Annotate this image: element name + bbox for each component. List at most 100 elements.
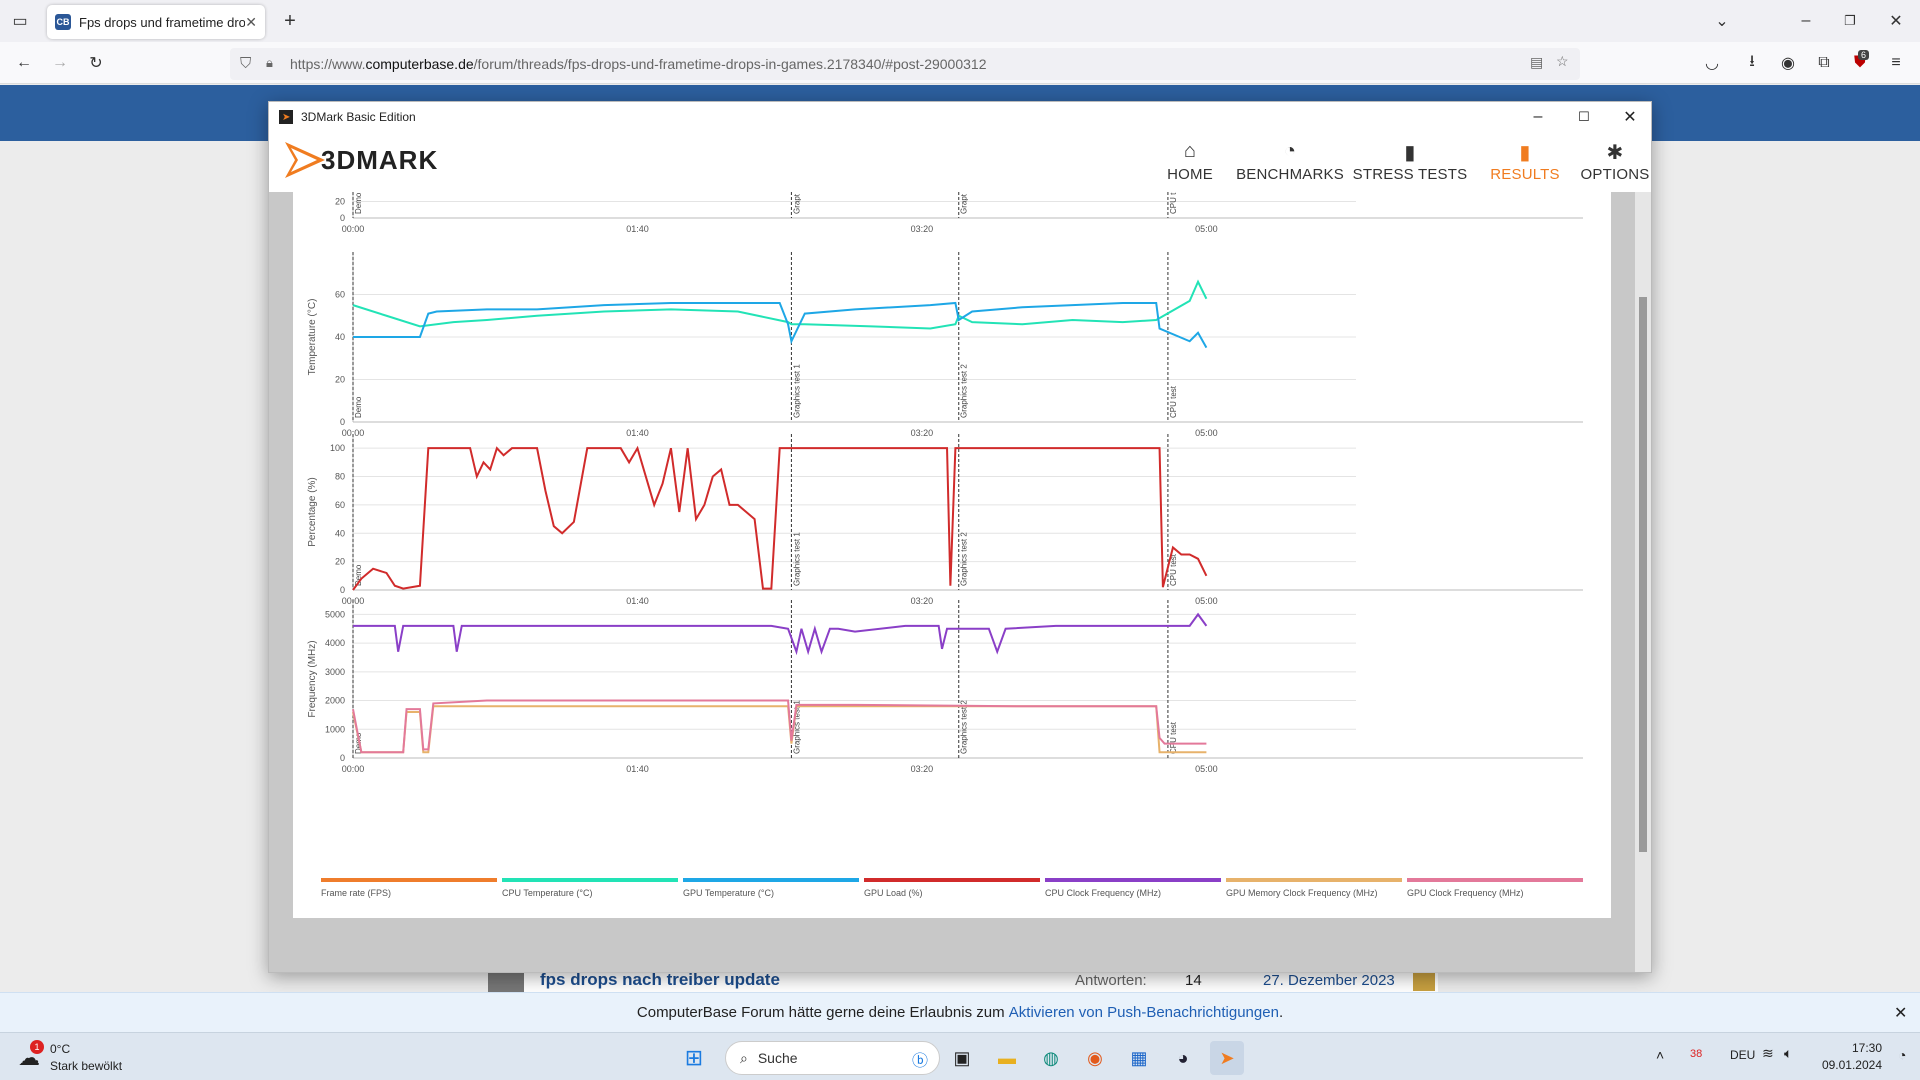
search-label: Suche [757,1050,798,1066]
nav-results[interactable]: ▮ RESULTS [1475,140,1575,190]
notification-close-icon[interactable]: ✕ [1894,1005,1908,1022]
language-indicator[interactable]: DEU [1730,1048,1756,1062]
nav-home[interactable]: ⌂ HOME [1145,140,1235,190]
series-line [352,699,1207,754]
3dmark-taskbar-icon[interactable]: ➤ [1210,1041,1244,1075]
tab-overview-icon[interactable]: ▭ [12,13,28,30]
thread-date: 27. Dezember 2023 [1263,971,1395,989]
answers-count: 14 [1185,971,1202,989]
y-tick-label: 100 [330,443,345,453]
menu-icon[interactable]: ≡ [1891,54,1901,71]
wifi-icon[interactable]: ≋ [1762,1045,1774,1061]
store-icon[interactable]: ▦ [1130,1047,1148,1068]
push-link[interactable]: Aktivieren von Push-Benachrichtigungen [1008,1004,1279,1021]
edge-icon[interactable]: ◍ [1043,1047,1059,1068]
x-tick-label: 03:20 [911,224,934,234]
logo-text: 3DMARK [321,144,439,175]
gauge-icon: ◔ [1283,140,1297,162]
notification-center-icon[interactable]: ◔ [1898,1047,1907,1063]
test-marker-label: CPU test [1169,385,1178,418]
weather-temp: 0°C [50,1042,71,1056]
thread-title[interactable]: fps drops nach treiber update [540,970,780,989]
y-tick-label: 60 [335,500,345,510]
taskbar-search[interactable]: ⌕ Suche ⓑ [725,1041,940,1075]
y-tick-label: 20 [335,557,345,567]
app-close-icon[interactable]: ✕ [1623,109,1637,126]
y-tick-label: 20 [335,375,345,385]
url-bar[interactable]: ⛉ 🔒︎ https://www. computerbase.de/forum/t… [230,48,1580,80]
logo: 3DMARK [285,142,438,178]
restore-icon[interactable]: ❐ [1844,13,1856,28]
x-tick-label: 00:00 [342,224,365,234]
logo-icon [285,142,325,178]
close-tab-icon[interactable]: ✕ [245,13,257,30]
tray-chevron-icon[interactable]: ˄ [1656,1047,1665,1063]
back-icon[interactable]: ← [16,54,32,71]
y-tick-label: 4000 [325,638,345,648]
notification-end: . [1278,1004,1284,1021]
new-tab-icon[interactable]: + [284,9,296,32]
nav-options-label: OPTIONS [1580,166,1650,183]
test-marker-label: Grapt [792,193,801,214]
y-axis-label: Percentage (%) [307,477,318,546]
y-tick-label: 5000 [325,609,345,619]
download-icon[interactable]: ⭳ [1749,52,1755,70]
steam-icon[interactable]: ◕ [1177,1047,1189,1068]
bookmark-star-icon[interactable]: ☆ [1556,53,1569,69]
test-marker-label: Grapt [960,193,969,214]
task-view-icon[interactable]: ▣ [953,1047,971,1068]
pocket-icon[interactable]: ◡ [1705,55,1719,72]
nav-results-label: RESULTS [1490,166,1560,183]
browser-tab[interactable]: CB Fps drops und frametime drop ✕ [47,5,265,39]
nav-home-label: HOME [1167,166,1213,183]
nav-options[interactable]: ✱ OPTIONS [1575,140,1655,190]
reader-view-icon[interactable]: ▤ [1530,54,1544,70]
y-tick-label: 3000 [325,667,345,677]
window-titlebar: ➤ 3DMark Basic Edition [269,102,1651,132]
nav-benchmarks[interactable]: ◔ BENCHMARKS [1235,140,1345,190]
y-tick-label: 40 [335,332,345,342]
scrollbar[interactable] [1635,192,1651,972]
x-tick-label: 01:40 [626,428,649,438]
legend-swatch [1407,878,1583,882]
lock-icon[interactable]: 🔒︎ [266,55,273,70]
volume-icon[interactable]: 🔈︎ [1784,1045,1793,1061]
forward-icon[interactable]: → [52,54,68,71]
app-maximize-icon[interactable]: ☐ [1578,109,1590,124]
legend-swatch [1226,878,1402,882]
tab-strip: ▭ CB Fps drops und frametime drop ✕ + ⌄ … [0,0,1920,42]
file-explorer-icon[interactable]: ▬ [998,1047,1016,1068]
clock-date[interactable]: 09.01.2024 [1821,1058,1882,1072]
list-tabs-icon[interactable]: ⌄ [1715,13,1729,30]
test-marker-label: CPU test [1169,721,1178,754]
minimize-icon[interactable]: – [1801,12,1811,29]
close-window-icon[interactable]: ✕ [1889,13,1903,30]
monitoring-panel: 0 20 00:00 01:40 03:20 05:00 Demo Grapt Grapt CPU… [293,192,1611,918]
legend-label: GPU Memory Clock Frequency (MHz) [1226,888,1378,898]
nav-stress-tests[interactable]: ▮ STRESS TESTS [1345,140,1475,190]
reload-icon[interactable]: ↻ [89,55,103,72]
series-line [352,279,1208,330]
firefox-icon[interactable]: ◉ [1087,1047,1103,1068]
x-tick-label: 05:00 [1195,764,1218,774]
url-path: /forum/threads/fps-drops-und-frametime-d… [473,56,987,72]
x-tick-label: 01:40 [626,764,649,774]
app-icon: ➤ [279,110,293,124]
bing-icon[interactable]: ⓑ [912,1053,929,1070]
tab-title: Fps drops und frametime drop [79,14,246,30]
series-line [353,612,1208,656]
account-icon[interactable]: ◉ [1781,55,1795,72]
shield-icon[interactable]: ⛉ [240,55,252,72]
clock-time[interactable]: 17:30 [1851,1041,1882,1055]
start-icon[interactable]: ⊞ [684,1045,704,1070]
app-minimize-icon[interactable]: – [1533,108,1543,125]
x-tick-label: 03:20 [911,596,934,606]
y-tick-label: 0 [340,753,345,763]
legend-swatch [864,878,1040,882]
x-tick-label: 00:00 [342,428,365,438]
results-icon: ▮ [1519,142,1531,164]
test-marker-label: CPU t [1169,192,1178,214]
extensions-icon[interactable]: ⧉ [1818,54,1830,71]
scrollbar-thumb[interactable] [1639,297,1647,852]
tray-count: 38 [1690,1048,1703,1060]
